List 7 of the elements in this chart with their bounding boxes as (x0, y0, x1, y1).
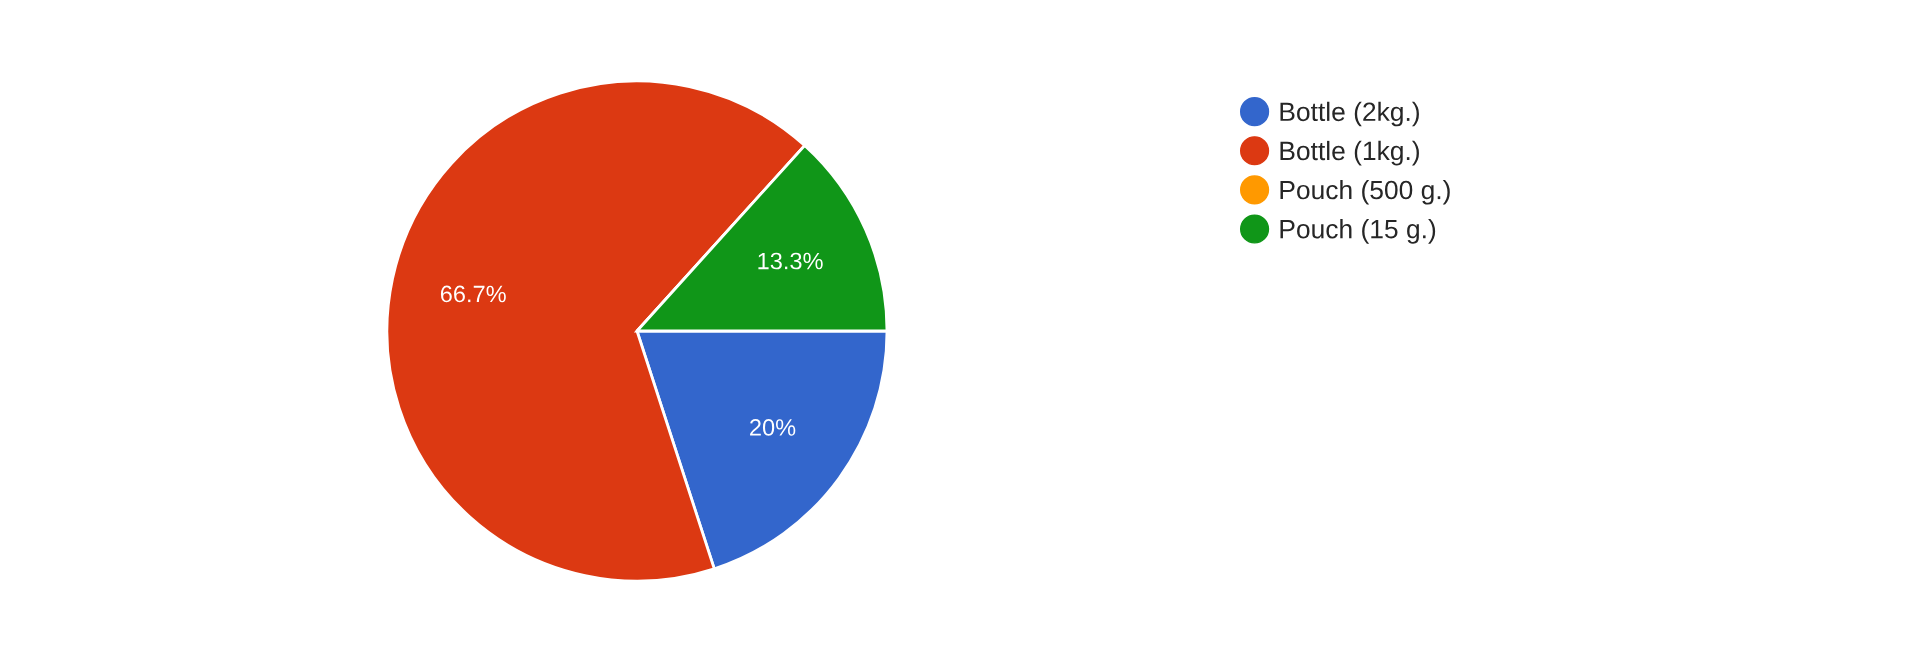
legend-label: Pouch (15 g.) (1280, 219, 1436, 244)
data-label: 20% (750, 419, 796, 436)
legend-label: Bottle (2kg.) (1280, 101, 1419, 127)
legend-label: Bottle (1kg.) (1280, 140, 1419, 166)
data-label: 13.3% (758, 252, 823, 270)
data-label: 66.7% (440, 285, 506, 303)
legend-label: Pouch (500 g.) (1280, 179, 1450, 205)
